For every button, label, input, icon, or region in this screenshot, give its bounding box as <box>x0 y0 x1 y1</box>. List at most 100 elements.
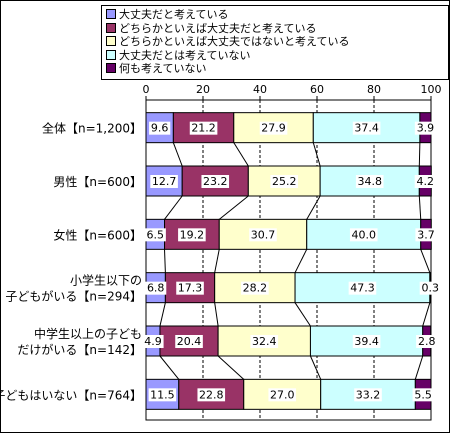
category-label: 子どもがいる【n=294】 <box>5 289 142 304</box>
legend-item: どちらかといえば大丈夫だと考えている <box>106 22 316 35</box>
data-label: 27.0 <box>270 388 295 401</box>
legend-label: どちらかといえば大丈夫ではないと考えている <box>119 35 350 49</box>
data-label-bg <box>201 175 230 188</box>
data-label: 39.4 <box>354 335 379 348</box>
legend-label: 大丈夫だとは考えていない <box>119 48 251 62</box>
data-label-bg <box>414 121 437 135</box>
data-label-bg <box>148 388 177 402</box>
data-label-bg <box>352 335 381 348</box>
data-label: 47.3 <box>350 282 375 295</box>
series-connector <box>218 195 249 220</box>
data-label: 40.0 <box>351 228 376 241</box>
legend-swatch <box>106 22 116 33</box>
data-label-bg <box>175 335 203 348</box>
data-label-bg <box>349 228 378 242</box>
legend-item: どちらかといえば大丈夫ではないと考えている <box>106 35 349 48</box>
series-connector <box>217 355 245 380</box>
legend-item: 何も考えていない <box>106 62 206 75</box>
series-connector <box>309 355 322 380</box>
series-connector <box>422 302 431 327</box>
data-label: 4.2 <box>417 175 435 188</box>
legend: 大丈夫だと考えている どちらかといえば大丈夫だと考えている どちらかといえば大丈夫で… <box>101 5 449 80</box>
data-label: 33.2 <box>356 388 381 401</box>
data-label-bg <box>419 281 441 295</box>
data-label-bg <box>142 335 164 348</box>
data-label-bg <box>352 121 381 135</box>
legend-item: 大丈夫だとは考えていない <box>106 49 250 62</box>
series-connector <box>164 195 183 220</box>
bar-segment <box>319 165 420 197</box>
series-connector <box>214 302 219 327</box>
data-label-bg <box>145 281 167 295</box>
data-label: 21.2 <box>191 122 216 135</box>
data-label: 32.4 <box>252 335 277 348</box>
legend-label: 何も考えていない <box>119 62 207 76</box>
data-label-bg <box>241 281 269 295</box>
category-label: 男性【n=600】 <box>53 175 142 189</box>
data-label: 12.7 <box>152 175 177 188</box>
data-label: 6.5 <box>147 228 165 241</box>
bar-segment <box>233 112 314 144</box>
data-label: 19.2 <box>180 228 205 241</box>
data-label: 30.7 <box>251 228 276 241</box>
plot-area <box>145 99 432 421</box>
legend-swatch <box>106 49 116 60</box>
data-label-bg <box>197 388 226 402</box>
x-tick-label: 0 <box>143 83 150 96</box>
data-label: 0.3 <box>422 282 440 295</box>
legend-label: 大丈夫だと考えている <box>119 8 229 21</box>
category-label: 小学生以下の <box>70 273 142 288</box>
data-label-bg <box>176 281 204 295</box>
data-label-bg <box>415 228 437 242</box>
data-label: 3.7 <box>417 228 435 241</box>
category-label: 中学生以上の子ども <box>34 326 142 341</box>
data-label: 11.5 <box>150 388 175 401</box>
bar-segment <box>243 378 322 410</box>
x-tick-label: 60 <box>310 83 324 96</box>
data-label-bg <box>144 228 166 242</box>
series-connector <box>233 142 249 167</box>
category-label: 子どもはいない【n=764】 <box>0 388 142 402</box>
category-label: 全体【n=1,200】 <box>42 121 142 136</box>
data-label: 20.4 <box>177 335 202 348</box>
data-label: 2.8 <box>418 335 436 348</box>
data-label: 22.8 <box>199 388 224 401</box>
x-tick-label: 20 <box>196 83 210 96</box>
data-label-bg <box>412 388 434 402</box>
category-label: 女性【n=600】 <box>53 227 142 242</box>
data-label-bg <box>270 175 299 188</box>
data-label: 23.2 <box>203 175 228 188</box>
x-tick-label: 80 <box>367 83 381 96</box>
legend-swatch <box>106 63 116 74</box>
data-label-bg <box>259 121 288 135</box>
data-label-bg <box>189 121 218 135</box>
series-connector <box>172 142 183 167</box>
x-tick-label: 100 <box>421 83 442 96</box>
data-label: 6.8 <box>147 282 165 295</box>
series-connector <box>159 355 180 380</box>
data-label-bg <box>150 175 178 188</box>
data-label-bg <box>414 175 436 188</box>
legend-label: どちらかといえば大丈夫だと考えている <box>119 21 317 35</box>
data-label: 28.2 <box>243 282 268 295</box>
data-label-bg <box>178 228 206 242</box>
data-label: 27.9 <box>261 122 286 135</box>
series-connector <box>312 142 321 167</box>
series-connector <box>418 142 421 167</box>
data-label: 5.5 <box>414 388 432 401</box>
data-label: 34.8 <box>357 175 382 188</box>
legend-item: 大丈夫だと考えている <box>106 8 228 21</box>
series-connector <box>294 249 308 273</box>
series-connector <box>414 355 424 380</box>
data-label: 3.9 <box>417 122 435 135</box>
series-connector <box>294 302 311 327</box>
series-connector <box>418 195 422 220</box>
data-label: 37.4 <box>354 122 379 135</box>
data-label-bg <box>355 175 384 188</box>
data-label-bg <box>149 121 171 135</box>
series-connector <box>164 249 166 273</box>
series-connector <box>306 195 321 220</box>
series-connector <box>159 302 166 327</box>
data-label: 9.6 <box>151 122 169 135</box>
